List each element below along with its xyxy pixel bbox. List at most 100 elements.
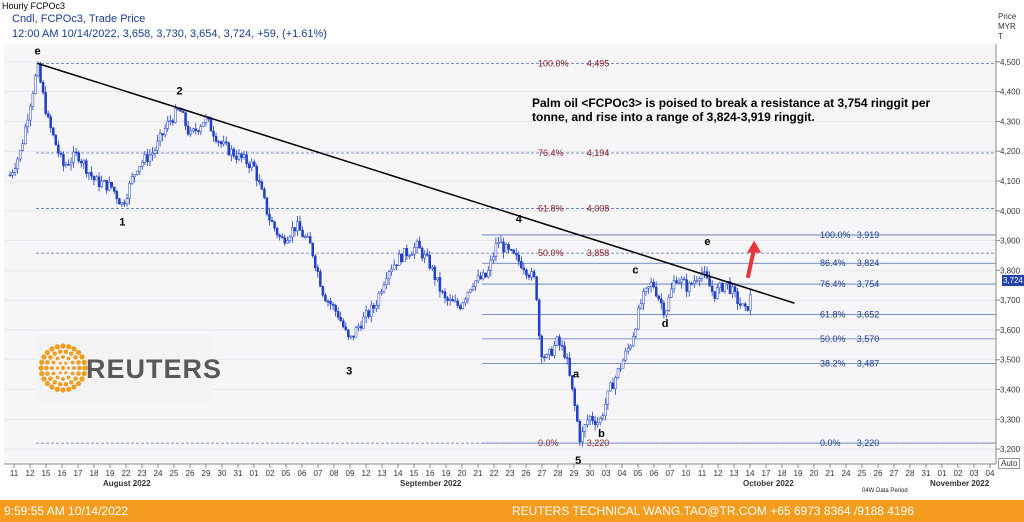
logo-dot [70, 360, 75, 365]
candle-body [69, 162, 73, 166]
candle-body [324, 295, 327, 302]
candle-body [120, 202, 124, 205]
candle-body [738, 303, 742, 306]
logo-dot [66, 375, 71, 380]
time-tick-label: 22 [490, 469, 499, 478]
time-tick-label: 15 [42, 469, 51, 478]
candle-body [507, 244, 510, 250]
wave-label: 5 [575, 455, 581, 467]
candle-body [46, 113, 50, 118]
logo-dot [49, 384, 55, 390]
logo-dot [79, 354, 85, 360]
time-tick-label: 14 [746, 469, 755, 478]
candle-body [492, 256, 495, 261]
time-tick-label: 25 [858, 469, 867, 478]
time-tick-label: 26 [522, 469, 531, 478]
candle-body [680, 278, 683, 283]
logo-dot [77, 365, 82, 371]
logo-dot [66, 356, 71, 361]
time-tick-label: 03 [602, 469, 611, 478]
candle-body [191, 128, 195, 132]
trendline [37, 62, 795, 304]
fib-pct-label: 50.0% [538, 248, 564, 258]
candle-body [344, 326, 348, 331]
candle-body [532, 271, 536, 278]
candle-body [31, 93, 35, 107]
candle-body [258, 180, 261, 183]
candle-body [469, 289, 472, 293]
candle-body [632, 336, 635, 347]
time-tick-label: 13 [730, 469, 739, 478]
logo-dot [57, 381, 63, 387]
logo-dot [58, 361, 62, 365]
logo-dot [73, 376, 78, 381]
candle-body [194, 128, 197, 131]
candle-body [647, 286, 650, 289]
logo-dot [64, 361, 68, 365]
candle-body [649, 282, 653, 287]
logo-dot [63, 349, 69, 355]
candle-body [232, 148, 236, 157]
logo-dot [55, 375, 60, 380]
candle-body [100, 181, 103, 187]
candle-body [695, 280, 699, 282]
candle-body [471, 286, 475, 290]
candle-body [97, 176, 101, 187]
candle-body [59, 152, 63, 155]
time-tick-label: 26 [874, 469, 883, 478]
candle-body [654, 286, 658, 297]
wave-label: b [598, 428, 605, 440]
price-header-line: MYR [998, 22, 1016, 31]
forecast-arrow-head [747, 240, 762, 253]
auto-scale-button[interactable]: Auto [998, 458, 1021, 469]
time-tick-label: 16 [426, 469, 435, 478]
candle-body [652, 282, 655, 288]
candle-body [82, 160, 86, 164]
candle-body [11, 172, 14, 176]
wave-label: 4 [516, 214, 523, 226]
candle-body [614, 377, 617, 389]
candle-body [540, 335, 543, 358]
logo-dot [63, 381, 69, 387]
candle-body [537, 299, 541, 337]
candle-body [560, 345, 564, 347]
candle-body [141, 162, 144, 167]
candle-body [487, 270, 490, 278]
time-tick-label: 12 [714, 469, 723, 478]
candle-body [441, 290, 444, 293]
candle-body [342, 320, 345, 328]
candle-body [306, 236, 309, 238]
logo-dot [61, 377, 65, 381]
candle-body [555, 336, 559, 346]
candle-body [364, 310, 368, 318]
candle-body [169, 120, 172, 122]
candle-body [115, 191, 119, 200]
wave-label: e [704, 236, 710, 248]
candle-body [415, 240, 419, 248]
candle-body [515, 253, 518, 256]
candle-body [8, 174, 12, 177]
candle-body [530, 271, 533, 278]
candle-body [270, 219, 274, 223]
candle-body [423, 253, 426, 259]
candle-body [212, 130, 215, 137]
logo-dot [50, 366, 54, 370]
price-axis: 3,200 3,300 3,400 3,500 3,600 3,700 3,800 3,900… [995, 44, 1021, 464]
time-tick-label: 12 [26, 469, 35, 478]
candle-body [125, 198, 129, 205]
candle-body [102, 180, 106, 182]
candle-body [479, 275, 482, 280]
candle-body [387, 271, 391, 279]
candle-body [51, 127, 55, 136]
time-tick-label: 27 [890, 469, 899, 478]
logo-dot [66, 386, 72, 392]
price-tick-label: 4,500 [1000, 58, 1021, 67]
time-tick-label: 24 [154, 469, 163, 478]
candle-body [184, 112, 187, 127]
candle-body [713, 291, 716, 299]
time-tick-label: 11 [698, 469, 707, 478]
logo-dot [52, 351, 57, 356]
candle-body [581, 431, 584, 443]
candle-body [436, 277, 439, 280]
candle-body [36, 63, 40, 76]
